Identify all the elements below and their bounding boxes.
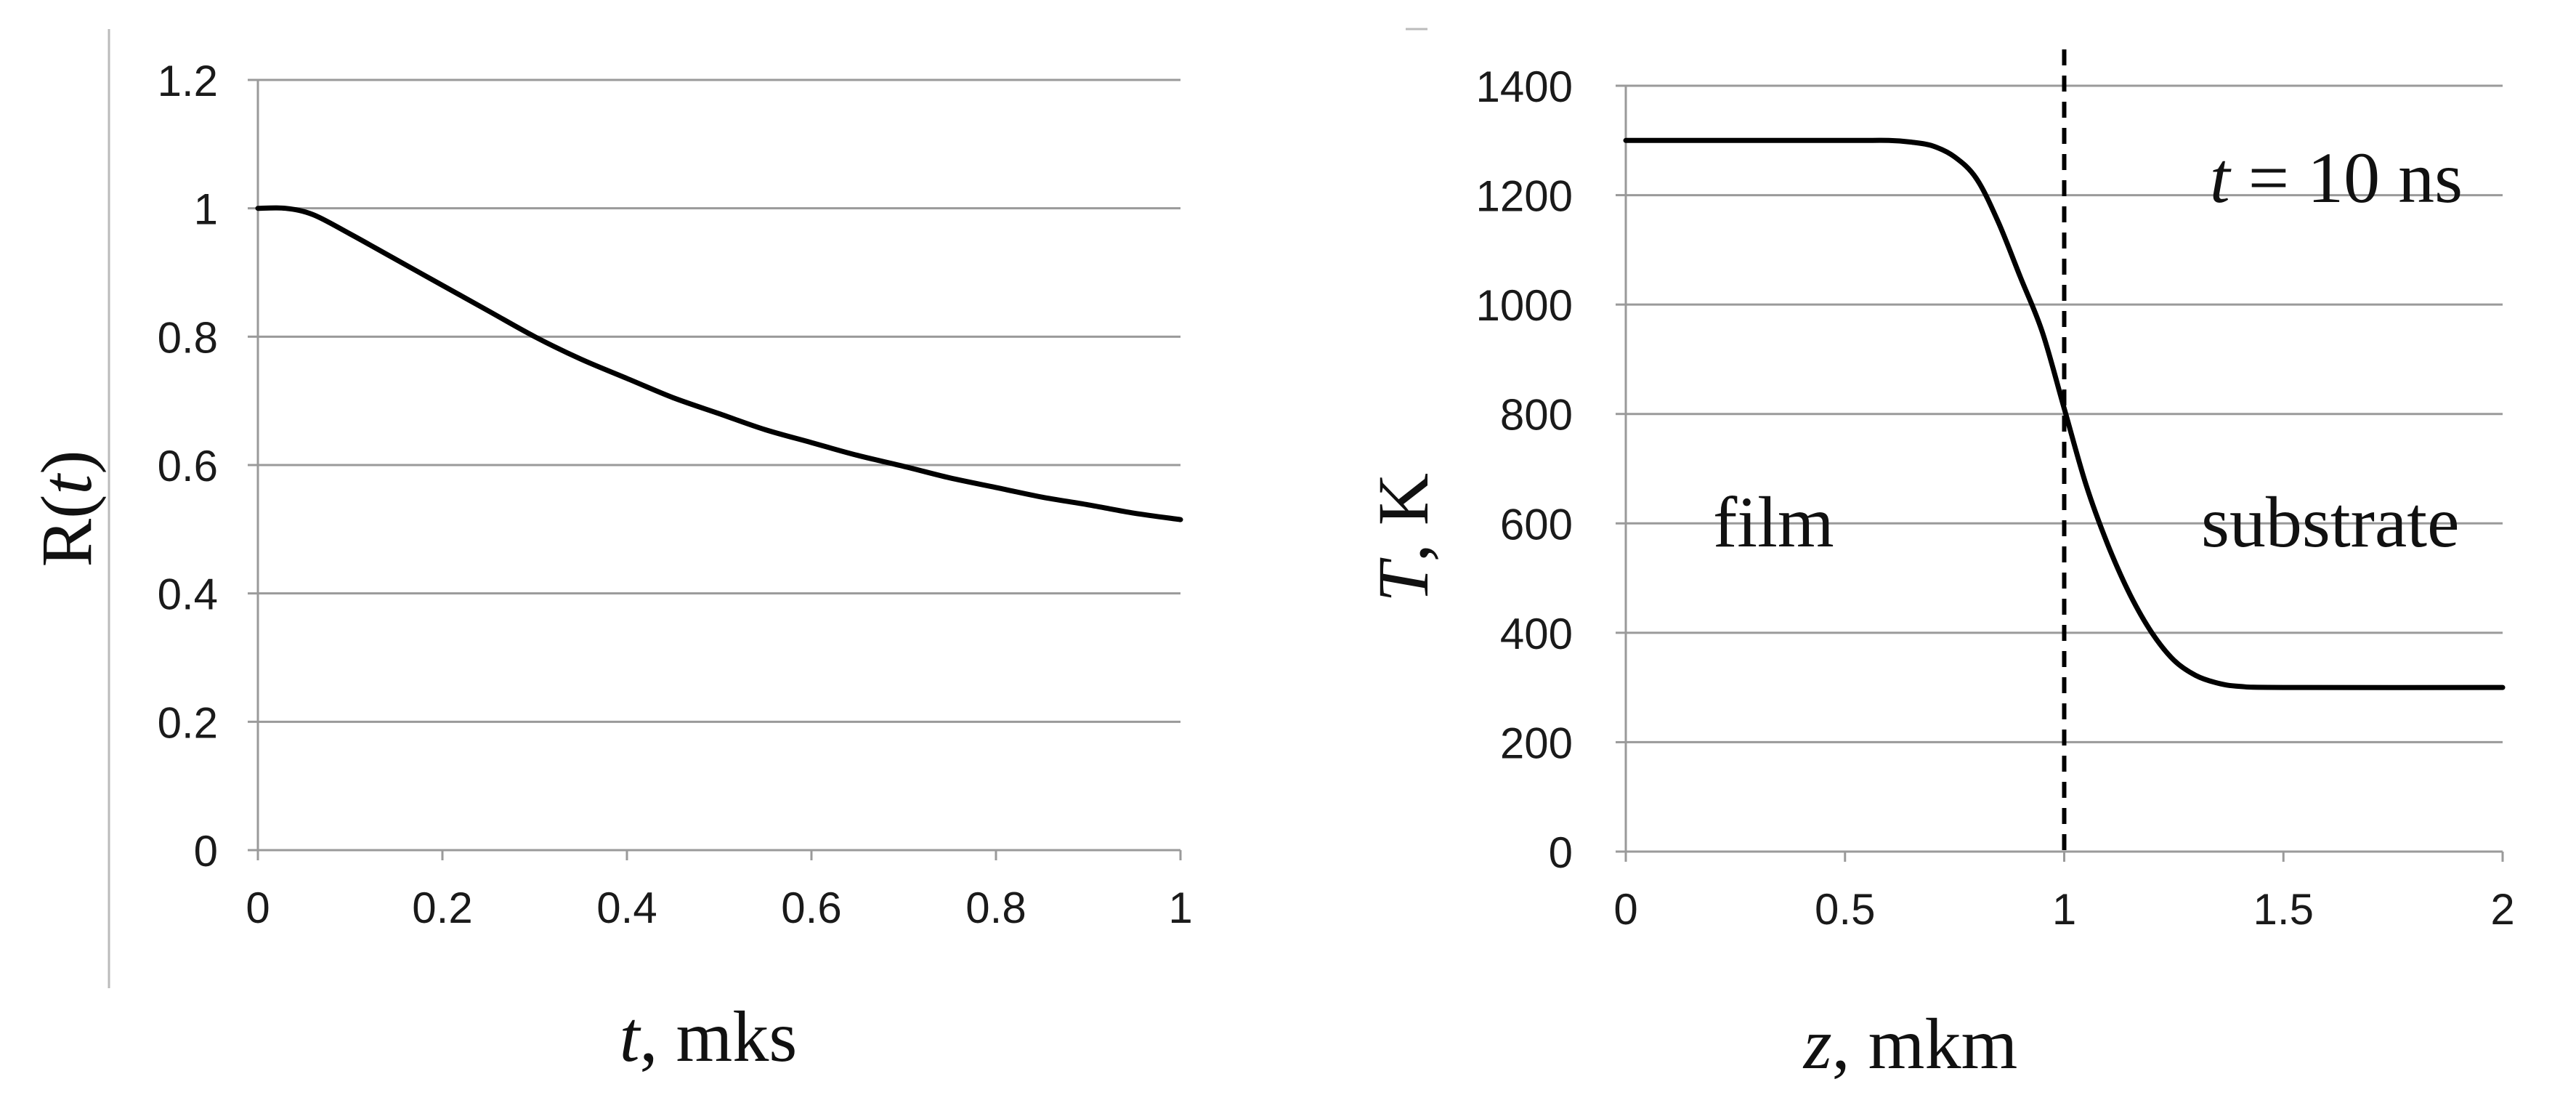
left-xtick-label: 1 [1168,884,1192,932]
right-series [1623,137,2506,690]
left-ytick-label: 0.2 [158,698,218,747]
chart-right: 0 200 400 600 800 1000 1200 1400 0 0.5 1 1.5 2 z, mk… [1363,28,2515,1084]
right-ylabel: T, K [1363,473,1443,602]
right-ytick-label: 0 [1549,828,1573,877]
right-ytick-label: 400 [1500,610,1573,658]
left-xtick-label: 0 [246,884,270,932]
right-ytick-label: 200 [1500,719,1573,767]
left-xlabel: t, mks [620,996,798,1077]
right-ytick-label: 1200 [1476,172,1573,221]
left-series [255,205,1183,522]
annotation-time: t = 10 ns [2210,137,2463,218]
right-series-line [1623,137,2506,690]
left-axes [248,78,1182,860]
left-ytick-label: 1 [194,185,218,234]
right-ytick-label: 1400 [1476,62,1573,111]
right-xtick-label: 1 [2052,885,2076,934]
left-ytick-label: 1.2 [158,57,218,105]
chart-left: 0 0.2 0.4 0.6 0.8 1 1.2 0 0.2 0.4 0.6 0.8 1 t, mks R… [26,29,1193,1077]
left-gridlines [258,78,1180,723]
right-ytick-label: 600 [1500,500,1573,549]
right-axes [1616,84,2504,862]
left-xtick-label: 0.2 [412,884,472,932]
left-series-line [255,205,1183,522]
left-xtick-label: 0.6 [781,884,841,932]
right-ytick-label: 1000 [1476,281,1573,330]
left-xtick-label: 0.8 [965,884,1026,932]
right-ytick-label: 800 [1500,391,1573,440]
left-tick-labels: 0 0.2 0.4 0.6 0.8 1 1.2 0 0.2 0.4 0.6 0.8 1 [158,57,1193,932]
left-ylabel: R(t) [26,450,107,567]
left-xtick-label: 0.4 [596,884,657,932]
left-ytick-label: 0 [194,827,218,876]
left-ytick-label: 0.8 [158,313,218,362]
right-xtick-label: 0 [1613,885,1637,934]
right-xlabel: z, mkm [1802,1003,2018,1084]
left-ytick-label: 0.6 [158,442,218,490]
right-xtick-label: 2 [2490,885,2514,934]
right-xtick-label: 0.5 [1815,885,1875,934]
annotation-substrate: substrate [2201,482,2459,562]
right-xtick-label: 1.5 [2253,885,2314,934]
right-tick-labels: 0 200 400 600 800 1000 1200 1400 0 0.5 1 1.5 2 [1476,62,2515,934]
annotation-film: film [1713,482,1834,562]
left-ytick-label: 0.4 [158,570,218,619]
